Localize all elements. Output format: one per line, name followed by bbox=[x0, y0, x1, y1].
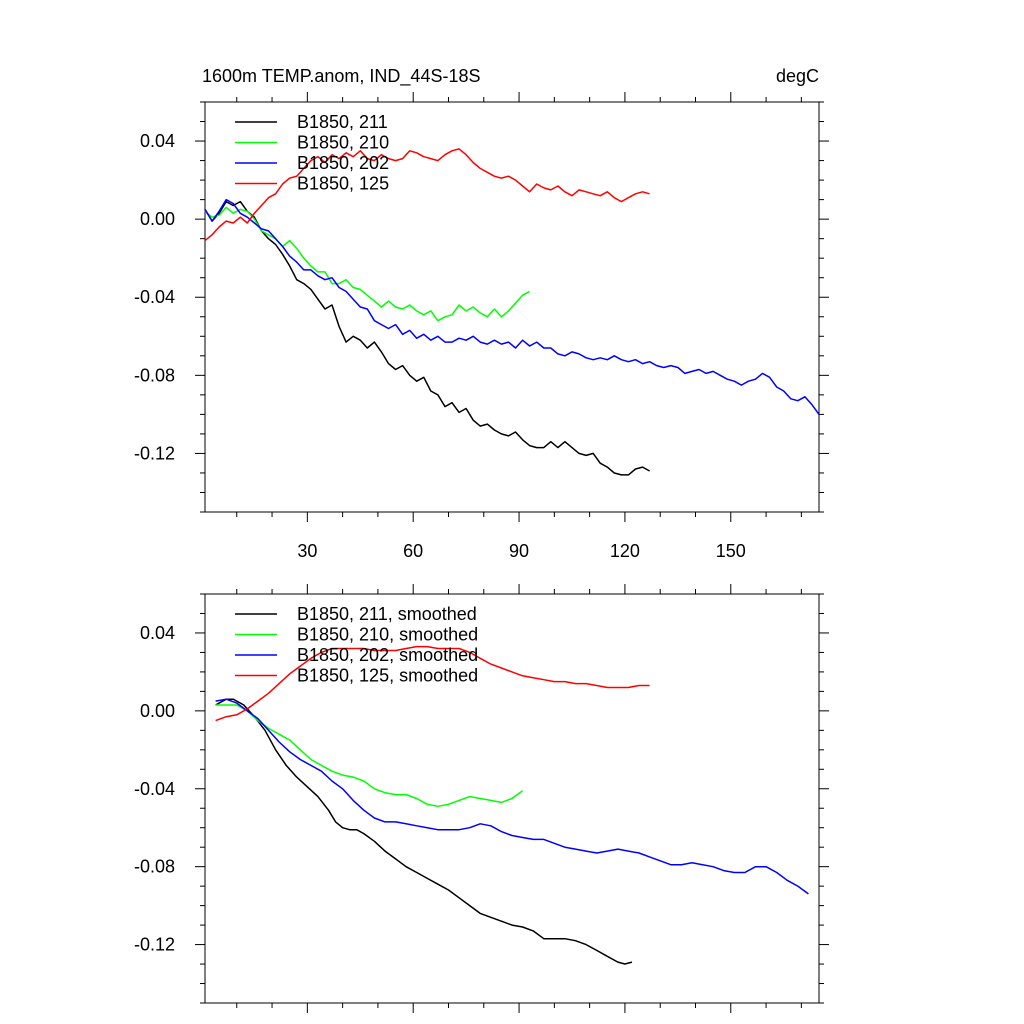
series-line-4 bbox=[215, 645, 650, 722]
y-tick-label: -0.12 bbox=[134, 443, 175, 463]
x-tick-label: 150 bbox=[716, 541, 746, 561]
x-tick-label: 30 bbox=[297, 541, 317, 561]
series-line-1 bbox=[215, 698, 633, 965]
bottom-panel: 0.04 0.00 -0.04 -0.08 -0.12 B1850, 211, smoot… bbox=[134, 584, 829, 1013]
plot-frame bbox=[204, 593, 820, 1004]
series-line-1 bbox=[204, 200, 650, 476]
legend-label-1: B1850, 211 bbox=[297, 112, 388, 132]
legend-label-4: B1850, 125, smoothed bbox=[297, 666, 478, 686]
y-tick-label: -0.04 bbox=[134, 287, 175, 307]
legend-label-1: B1850, 211, smoothed bbox=[297, 604, 477, 624]
y-tick-label: -0.08 bbox=[134, 857, 175, 877]
series-line-2 bbox=[204, 206, 530, 322]
top-panel: 30 60 90 120 150 0.04 0.00 -0.04 -0.08 -0.12 B1850… bbox=[134, 92, 829, 561]
legend-label-3: B1850, 202 bbox=[297, 153, 389, 173]
plot-frame bbox=[204, 101, 820, 513]
series-line-4 bbox=[204, 148, 650, 242]
legend-label-4: B1850, 125 bbox=[297, 174, 389, 194]
series-line-2 bbox=[215, 704, 524, 808]
y-tick-label: -0.04 bbox=[134, 779, 175, 799]
chart-title: 1600m TEMP.anom, IND_44S-18S bbox=[202, 66, 480, 87]
legend-label-2: B1850, 210 bbox=[297, 133, 389, 153]
y-tick-label: 0.00 bbox=[140, 701, 175, 721]
legend-label-2: B1850, 210, smoothed bbox=[297, 625, 478, 645]
y-tick-label: -0.08 bbox=[134, 365, 175, 385]
y-tick-label: 0.04 bbox=[140, 131, 175, 151]
series-line-3 bbox=[215, 698, 809, 895]
y-tick-label: 0.04 bbox=[140, 623, 175, 643]
x-tick-label: 120 bbox=[610, 541, 640, 561]
units-label: degC bbox=[776, 66, 819, 86]
y-tick-label: 0.00 bbox=[140, 209, 175, 229]
y-tick-label: -0.12 bbox=[134, 935, 175, 955]
legend-label-3: B1850, 202, smoothed bbox=[297, 645, 478, 665]
x-tick-label: 60 bbox=[403, 541, 423, 561]
series-line-3 bbox=[204, 198, 820, 415]
x-tick-label: 90 bbox=[509, 541, 529, 561]
